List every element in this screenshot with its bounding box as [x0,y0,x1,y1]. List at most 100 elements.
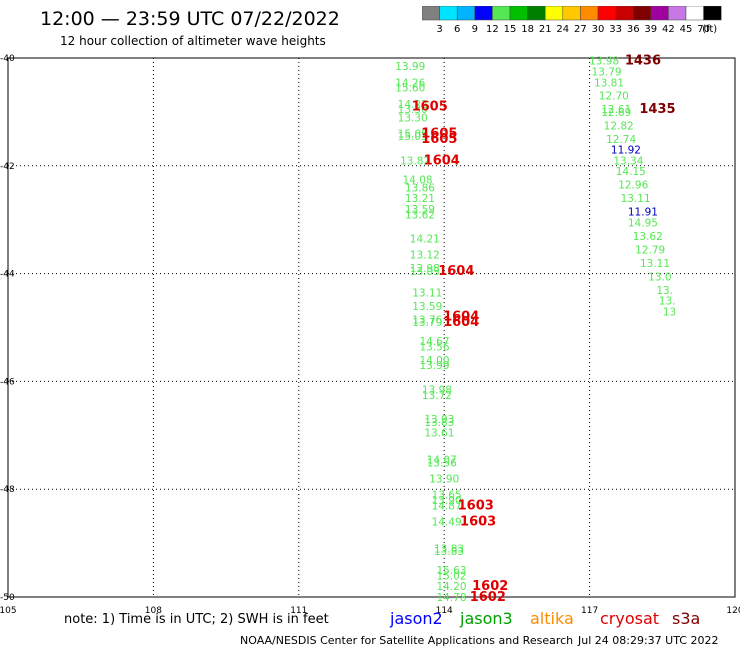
wave-height-label: 13.79 [592,66,622,78]
legend-label: 42 [662,24,675,35]
wave-height-label: 13.56 [427,457,457,469]
lon-tick-label: 120 [726,606,740,616]
legend-label: 33 [609,24,622,35]
wave-height-label: 12.69 [601,107,631,119]
legend-label: 6 [454,24,460,35]
wave-height-label: 13.76 [412,314,442,326]
credit-text: NOAA/NESDIS Center for Satellite Applica… [240,634,574,647]
wave-height-label: 14.26 [395,77,425,89]
wave-height-label: 13.79 [412,317,442,329]
lat-tick-label: -48 [0,485,15,495]
time-label: 1603 [460,515,496,530]
wave-height-label: 14.08 [403,174,433,186]
lon-tick-label: 114 [436,606,453,616]
legend-swatch [703,6,722,21]
wave-height-label: 12.82 [604,120,634,132]
lat-tick-label: -46 [0,377,15,387]
wave-height-label: 13. [659,296,676,308]
lat-tick-label: -42 [0,162,15,172]
time-label: 1604 [424,153,460,168]
color-legend: 3 6 9 12 15 18 21 24 27 30 33 36 39 42 45 70(ft) [422,6,722,35]
wave-height-label: 13.98 [589,56,619,68]
legend-label: 21 [539,24,552,35]
wave-height-label: 13.72 [422,390,452,402]
wave-height-label: 11.91 [628,207,658,219]
lon-tick-label: 117 [581,606,598,616]
wave-height-label: 12.61 [601,104,631,116]
time-label: 1604 [438,264,474,279]
legend-label: 30 [592,24,605,35]
time-label: 1603 [458,498,494,513]
wave-height-label: 11.92 [611,145,641,157]
wave-height-label: 13.83 [434,543,464,555]
wave-height-label: 13.30 [398,112,428,124]
wave-height-label: 13.81 [594,77,624,89]
legend-label: 3 [436,24,442,35]
lat-tick-label: -44 [0,270,15,280]
wave-height-label: 13.90 [429,473,459,485]
satellite-altika: altika [530,609,574,628]
wave-height-label: 13 [663,306,676,318]
wave-height-label: 14.07 [427,455,457,467]
wave-height-label: 12.74 [606,134,636,146]
timestamp-text: Jul 24 08:29:37 UTC 2022 [578,634,719,647]
wave-height-label: 13.99 [419,360,449,372]
legend-label: 15 [504,24,517,35]
time-label: 1602 [470,590,506,605]
wave-height-label: 13.82 [400,155,430,167]
time-label: 1604 [443,310,479,325]
wave-height-label: 13.56 [419,341,449,353]
legend-unit: (ft) [702,24,717,35]
time-label: 1605 [421,126,457,141]
wave-height-label: 13.0 [648,271,671,283]
legend-label: 70 [697,24,710,35]
wave-height-label: 13.62 [405,209,435,221]
wave-height-label: 15.09 [398,128,428,140]
time-label: 1604 [443,315,479,330]
legend-label: 36 [627,24,640,35]
wave-height-label: 15.63 [436,565,466,577]
wave-height-label: 12.79 [635,244,665,256]
legend-label: 9 [472,24,478,35]
legend-label: 39 [644,24,657,35]
map-frame [7,57,736,598]
lat-tick-label: -40 [0,54,15,64]
satellite-cryosat: cryosat [600,609,660,628]
wave-height-label: 13.21 [405,193,435,205]
wave-height-label: 13.59 [412,301,442,313]
satellite-jason2: jason2 [390,609,443,628]
wave-height-label: 13.65 [432,490,462,502]
time-label: 1605 [421,132,457,147]
legend-label: 45 [680,24,693,35]
wave-height-label: 14.22 [398,99,428,111]
page-subtitle: 12 hour collection of altimeter wave hei… [60,34,326,48]
legend-label: 12 [486,24,499,35]
wave-height-label: 13.90 [432,495,462,507]
wave-height-label: 13.11 [412,287,442,299]
wave-height-label: 14.87 [432,500,462,512]
satellite-jason3: jason3 [460,609,513,628]
wave-height-label: 13.98 [422,384,452,396]
wave-height-label: 12.96 [618,180,648,192]
wave-height-label: 13.34 [613,155,643,167]
wave-height-label: 13.61 [424,428,454,440]
wave-height-label: 14.00 [419,355,449,367]
wave-height-label: 13.86 [405,182,435,194]
wave-height-label: 14.15 [616,166,646,178]
wave-height-label: 13.59 [405,204,435,216]
wave-height-label: 15.02 [436,570,466,582]
wave-height-label: 13.12 [410,250,440,262]
wave-height-label: 12.98 [410,263,440,275]
page-title: 12:00 — 23:59 UTC 07/22/2022 [40,8,340,30]
wave-height-label: 13.11 [640,258,670,270]
time-label: 1435 [639,102,675,117]
wave-height-label: 13.62 [633,231,663,243]
satellite-s3a: s3a [672,609,701,628]
wave-height-label: 14.95 [628,217,658,229]
wave-height-label: 13. [656,285,673,297]
wave-height-label: 15.60 [395,83,425,95]
lon-tick-label: 111 [290,606,307,616]
legend-label: 24 [556,24,569,35]
wave-height-label: 14.67 [419,336,449,348]
